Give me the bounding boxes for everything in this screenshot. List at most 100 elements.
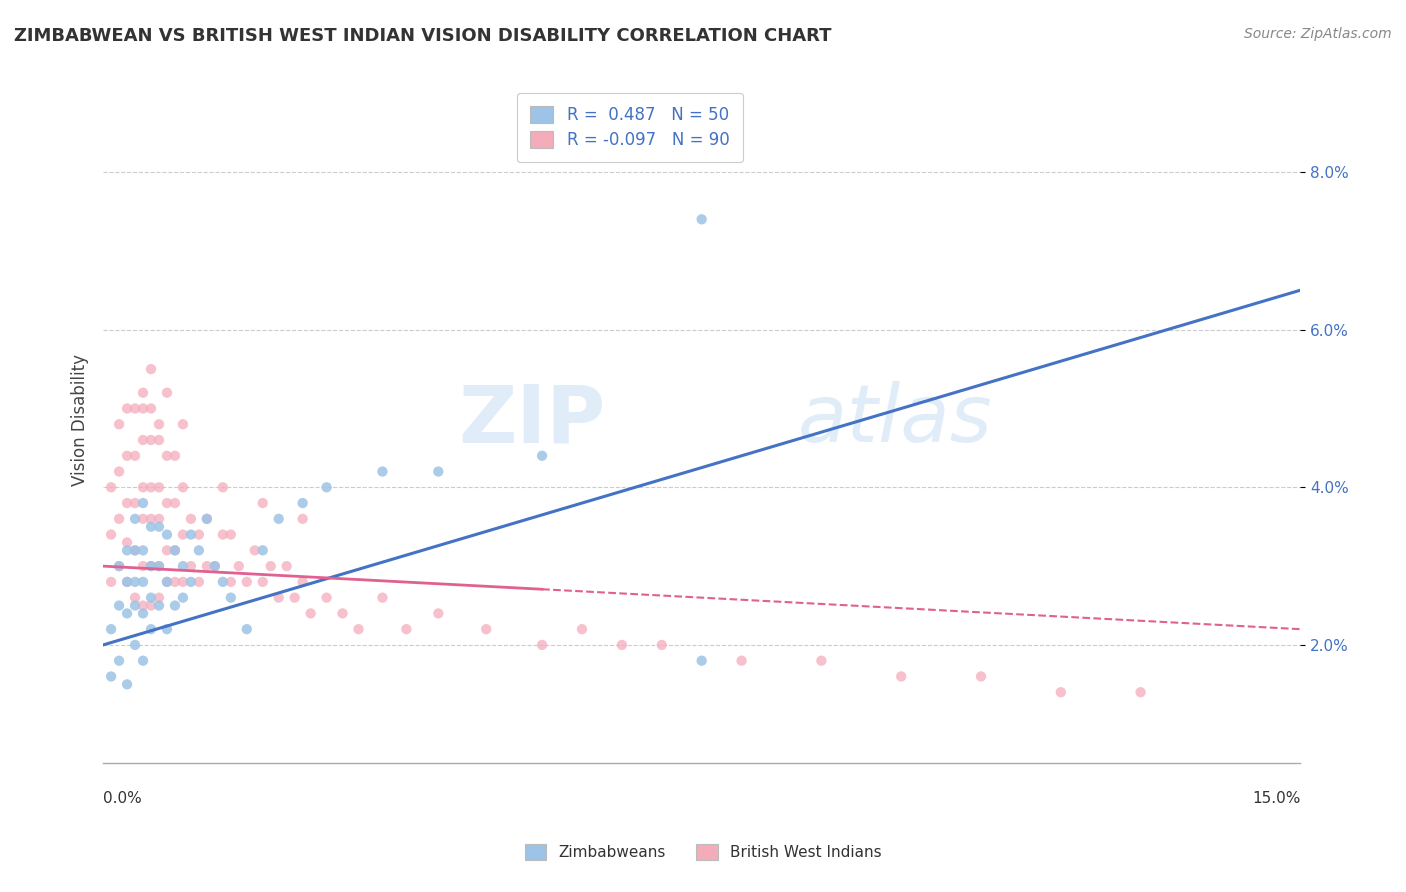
Point: [163, 496, 186, 510]
Point: [236, 574, 259, 589]
Y-axis label: Vision Disability: Vision Disability: [72, 354, 89, 486]
Text: ZIMBABWEAN VS BRITISH WEST INDIAN VISION DISABILITY CORRELATION CHART: ZIMBABWEAN VS BRITISH WEST INDIAN VISION…: [14, 27, 831, 45]
Point: [195, 512, 218, 526]
Point: [180, 527, 202, 541]
Point: [124, 401, 146, 416]
Point: [115, 607, 138, 621]
Point: [163, 574, 186, 589]
Point: [108, 654, 131, 668]
Point: [132, 385, 155, 400]
Point: [115, 677, 138, 691]
Point: [148, 599, 170, 613]
Point: [156, 449, 179, 463]
Point: [395, 622, 418, 636]
Point: [156, 543, 179, 558]
Point: [124, 543, 146, 558]
Point: [163, 543, 186, 558]
Point: [100, 527, 122, 541]
Text: 0.0%: 0.0%: [103, 790, 142, 805]
Point: [810, 654, 832, 668]
Point: [890, 669, 912, 683]
Point: [172, 574, 194, 589]
Point: [219, 574, 242, 589]
Point: [610, 638, 633, 652]
Point: [252, 496, 274, 510]
Point: [108, 599, 131, 613]
Point: [132, 559, 155, 574]
Point: [132, 607, 155, 621]
Point: [531, 449, 554, 463]
Point: [108, 559, 131, 574]
Point: [124, 496, 146, 510]
Point: [315, 480, 337, 494]
Point: [284, 591, 307, 605]
Point: [139, 599, 162, 613]
Point: [571, 622, 593, 636]
Point: [332, 607, 354, 621]
Point: [156, 527, 179, 541]
Point: [228, 559, 250, 574]
Point: [172, 559, 194, 574]
Point: [124, 591, 146, 605]
Point: [108, 512, 131, 526]
Point: [132, 512, 155, 526]
Point: [139, 480, 162, 494]
Point: [690, 212, 713, 227]
Point: [132, 496, 155, 510]
Point: [124, 543, 146, 558]
Point: [1129, 685, 1152, 699]
Point: [132, 574, 155, 589]
Point: [1049, 685, 1071, 699]
Point: [163, 599, 186, 613]
Point: [139, 512, 162, 526]
Point: [195, 512, 218, 526]
Point: [132, 543, 155, 558]
Point: [115, 535, 138, 549]
Point: [315, 591, 337, 605]
Point: [243, 543, 266, 558]
Point: [371, 465, 394, 479]
Point: [139, 559, 162, 574]
Point: [730, 654, 752, 668]
Point: [139, 591, 162, 605]
Point: [211, 480, 233, 494]
Point: [124, 512, 146, 526]
Point: [252, 574, 274, 589]
Point: [163, 543, 186, 558]
Point: [970, 669, 993, 683]
Point: [299, 607, 322, 621]
Point: [211, 574, 233, 589]
Point: [132, 401, 155, 416]
Point: [139, 559, 162, 574]
Point: [115, 574, 138, 589]
Point: [252, 543, 274, 558]
Point: [291, 574, 314, 589]
Point: [124, 599, 146, 613]
Point: [187, 574, 209, 589]
Point: [115, 543, 138, 558]
Point: [132, 599, 155, 613]
Text: atlas: atlas: [797, 381, 993, 459]
Point: [132, 480, 155, 494]
Point: [148, 519, 170, 533]
Point: [531, 638, 554, 652]
Point: [139, 433, 162, 447]
Point: [291, 512, 314, 526]
Point: [115, 449, 138, 463]
Point: [132, 654, 155, 668]
Point: [347, 622, 370, 636]
Point: [100, 480, 122, 494]
Legend: Zimbabweans, British West Indians: Zimbabweans, British West Indians: [519, 838, 887, 866]
Point: [371, 591, 394, 605]
Point: [100, 574, 122, 589]
Point: [276, 559, 298, 574]
Point: [115, 496, 138, 510]
Point: [172, 480, 194, 494]
Point: [291, 496, 314, 510]
Point: [124, 449, 146, 463]
Point: [108, 559, 131, 574]
Point: [236, 622, 259, 636]
Point: [172, 591, 194, 605]
Point: [124, 638, 146, 652]
Point: [139, 401, 162, 416]
